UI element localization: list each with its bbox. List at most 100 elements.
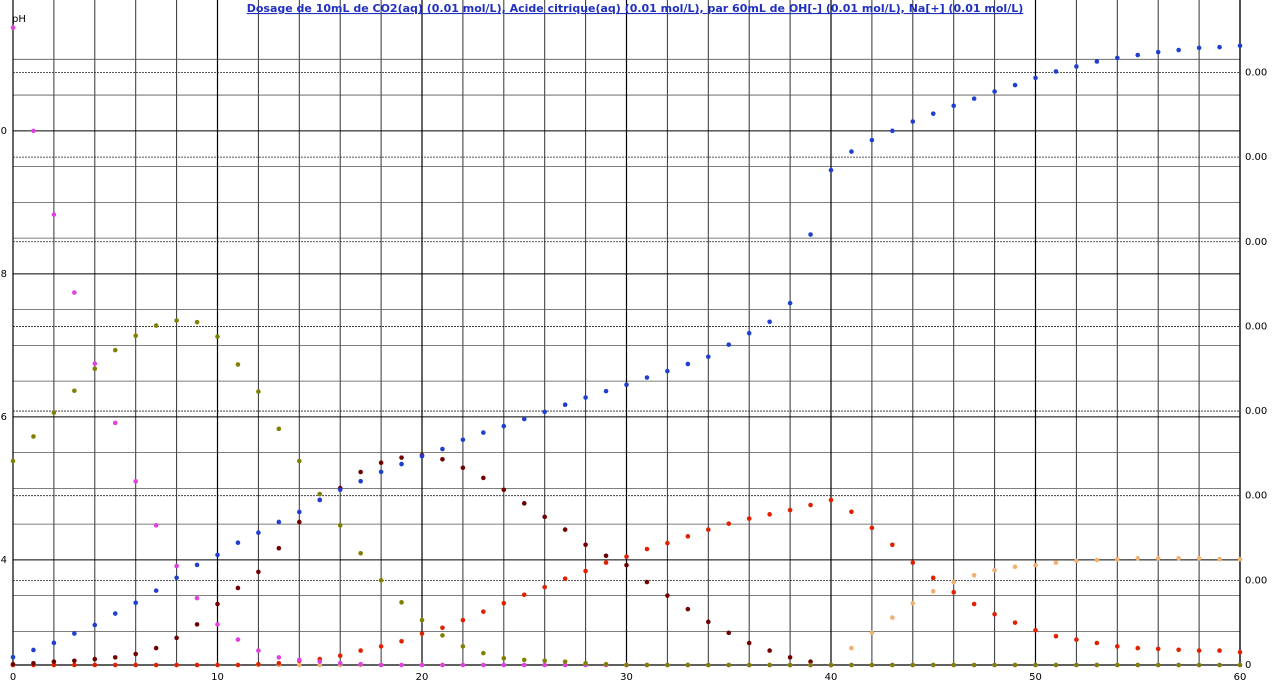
data-point (10, 654, 16, 660)
data-point (153, 645, 159, 651)
y-tick-label: 4 (1, 555, 7, 566)
data-point (992, 89, 997, 94)
data-point (665, 368, 670, 374)
data-point (746, 640, 752, 646)
data-point (297, 458, 302, 464)
data-point (235, 585, 241, 591)
x-tick-label: 20 (416, 672, 429, 683)
data-point (1074, 558, 1079, 564)
data-point (808, 662, 813, 668)
data-point (787, 300, 793, 306)
y2-tick-label: 0.00 (1245, 575, 1267, 586)
data-point (1196, 45, 1202, 51)
data-point (378, 644, 384, 649)
data-point (890, 662, 895, 668)
data-point (890, 128, 895, 134)
data-point (133, 600, 138, 606)
data-point (951, 103, 956, 109)
data-point (869, 630, 875, 636)
data-point (644, 662, 650, 668)
data-point (971, 662, 977, 668)
y-tick-label: 10 (0, 126, 7, 137)
data-point (112, 420, 118, 426)
y2-tick-label: 0.00 (1245, 321, 1267, 332)
data-point (51, 659, 57, 664)
data-point (501, 655, 507, 661)
data-point (460, 437, 466, 443)
data-point (92, 361, 98, 366)
data-point (1094, 557, 1100, 563)
data-point (1196, 662, 1202, 668)
y-axis-label: pH (12, 14, 26, 25)
data-point (1176, 662, 1181, 668)
data-point (256, 530, 261, 536)
data-point (399, 600, 404, 605)
data-point (808, 232, 813, 237)
data-point (440, 633, 445, 638)
data-point (112, 655, 118, 660)
data-point (685, 606, 691, 612)
data-point (256, 569, 261, 575)
data-point (419, 453, 425, 459)
data-point (92, 662, 98, 668)
data-point (317, 662, 323, 668)
data-point (276, 519, 282, 525)
data-point (624, 382, 629, 387)
data-point (808, 502, 813, 508)
data-point (440, 625, 445, 631)
plot-marks (10, 25, 1243, 668)
y-tick-label: 8 (1, 269, 7, 280)
data-point (72, 388, 77, 394)
data-point (358, 478, 363, 484)
data-point (92, 366, 98, 372)
data-point (910, 662, 916, 668)
data-point (910, 119, 916, 124)
data-point (501, 423, 507, 429)
data-point (194, 562, 200, 568)
data-point (194, 595, 200, 601)
data-point (235, 637, 241, 642)
x-tick-label: 40 (825, 672, 838, 683)
data-point (153, 523, 159, 528)
data-point (542, 584, 547, 590)
data-point (706, 619, 711, 625)
data-point (665, 593, 670, 598)
data-point (583, 395, 588, 400)
data-point (481, 475, 486, 481)
data-point (501, 662, 507, 668)
data-point (1033, 662, 1038, 668)
data-point (583, 661, 588, 666)
data-point (10, 25, 16, 30)
data-point (542, 514, 547, 520)
data-point (665, 540, 670, 546)
data-point (706, 527, 711, 532)
data-point (644, 579, 650, 585)
data-point (1053, 633, 1059, 639)
data-point (1012, 82, 1018, 88)
data-point (440, 457, 445, 462)
data-point (256, 661, 261, 667)
data-point (112, 611, 118, 616)
data-point (256, 648, 261, 653)
data-point (235, 662, 241, 668)
data-point (971, 572, 977, 578)
data-point (481, 609, 486, 614)
data-point (849, 645, 854, 651)
data-point (1033, 75, 1038, 81)
data-point (31, 128, 36, 134)
data-point (951, 589, 956, 595)
data-point (72, 631, 77, 636)
data-point (787, 655, 793, 660)
data-point (235, 540, 241, 546)
data-point (767, 648, 772, 653)
data-point (72, 658, 77, 664)
data-point (828, 662, 834, 668)
data-point (194, 622, 200, 627)
data-point (521, 662, 527, 668)
data-point (153, 662, 159, 668)
data-point (1053, 662, 1059, 668)
data-point (174, 563, 179, 569)
data-point (51, 410, 57, 416)
data-point (174, 662, 179, 668)
